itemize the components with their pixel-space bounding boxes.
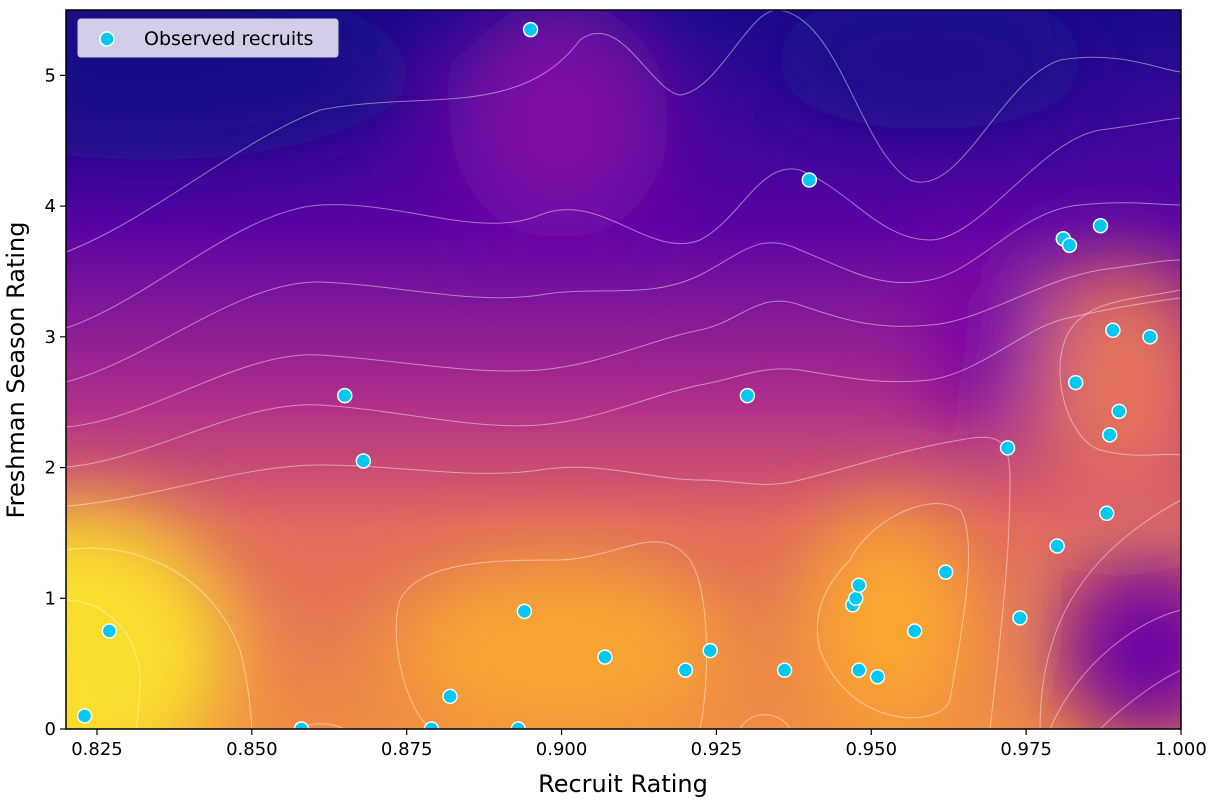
x-axis-ticks: 0.825 0.850 0.875 0.900 0.925 0.950 0.975 1.000 <box>71 729 1207 760</box>
x-tick-label: 0.875 <box>381 739 433 760</box>
data-point <box>293 721 310 729</box>
data-point <box>1102 427 1118 443</box>
x-tick-label: 0.900 <box>536 739 588 760</box>
data-point <box>906 623 923 639</box>
data-point <box>999 440 1016 456</box>
data-point <box>739 387 756 404</box>
data-point <box>869 668 886 685</box>
data-point <box>851 662 867 678</box>
data-point <box>1012 610 1028 626</box>
contour-lines <box>66 10 1181 729</box>
data-point <box>848 590 864 607</box>
data-point <box>442 688 458 705</box>
data-point <box>937 564 954 580</box>
plot-frame <box>65 9 1182 730</box>
y-tick-label: 2 <box>45 458 56 479</box>
data-point <box>851 577 867 593</box>
data-point <box>337 387 353 404</box>
y-tick-label: 5 <box>45 65 56 86</box>
data-point <box>510 721 526 729</box>
y-tick-label: 0 <box>45 719 56 740</box>
data-point <box>801 172 818 188</box>
x-tick-label: 0.925 <box>691 739 743 760</box>
data-point <box>776 662 793 678</box>
y-axis-label: Freshman Season Rating <box>2 222 30 519</box>
data-point <box>1142 329 1158 345</box>
x-tick-label: 0.975 <box>1000 739 1052 760</box>
y-tick-label: 4 <box>45 196 56 217</box>
data-point <box>1105 322 1121 339</box>
data-point <box>1098 505 1115 522</box>
data-point <box>522 21 539 38</box>
legend: Observed recruits <box>77 18 339 58</box>
data-point <box>516 603 533 620</box>
x-tick-label: 0.950 <box>846 739 898 760</box>
data-point <box>702 642 718 659</box>
data-point <box>1067 374 1084 391</box>
data-point <box>677 662 694 678</box>
x-tick-label: 0.850 <box>226 739 278 760</box>
x-tick-label: 1.000 <box>1155 739 1207 760</box>
x-tick-label: 0.825 <box>71 739 123 760</box>
data-point <box>1111 403 1127 420</box>
legend-label: Observed recruits <box>144 28 313 50</box>
data-point <box>355 453 372 469</box>
data-point <box>597 649 613 665</box>
legend-marker <box>99 31 115 47</box>
data-point <box>423 721 440 729</box>
data-point <box>1061 237 1078 254</box>
scatter-points <box>76 21 1158 729</box>
y-tick-label: 1 <box>45 588 56 609</box>
data-point <box>101 623 118 639</box>
data-point <box>1092 217 1109 234</box>
data-point <box>76 708 93 724</box>
y-tick-label: 3 <box>45 327 56 348</box>
x-axis-label: Recruit Rating <box>538 770 708 798</box>
legend-box <box>77 18 339 58</box>
data-point <box>1049 538 1065 554</box>
y-axis-ticks: 0 1 2 3 4 5 <box>45 65 66 740</box>
